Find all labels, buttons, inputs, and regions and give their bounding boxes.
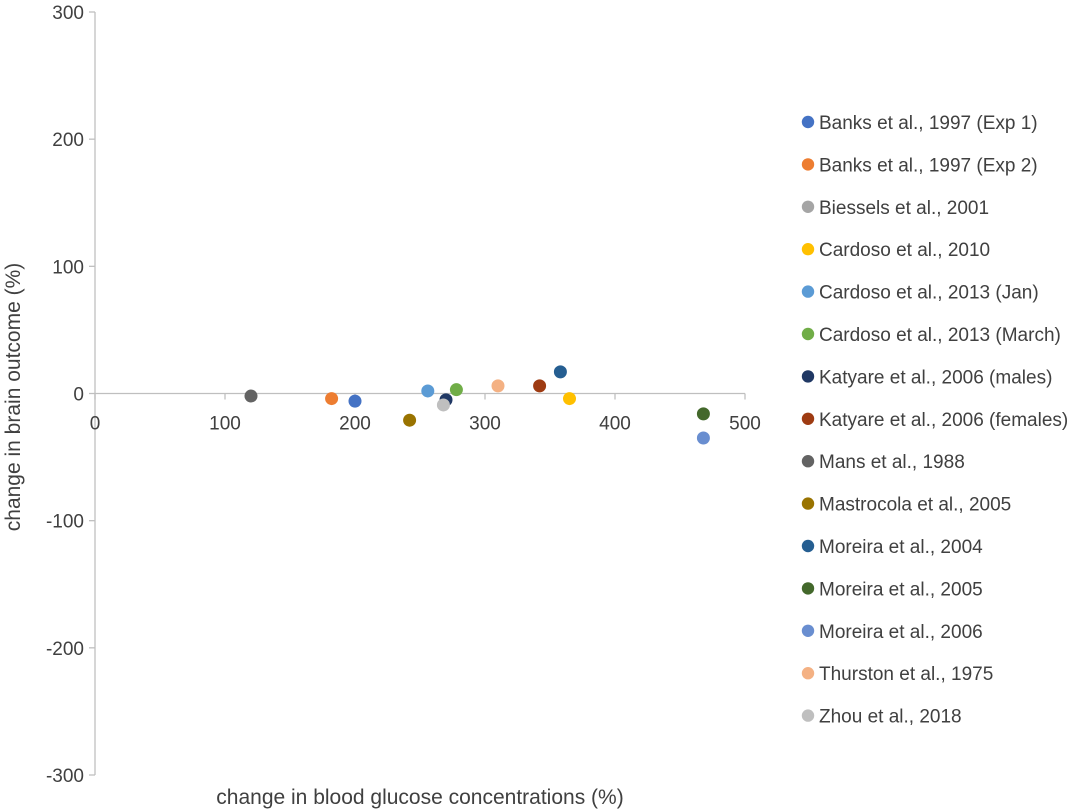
legend-marker: [801, 539, 815, 553]
legend-marker: [801, 327, 815, 341]
legend-item: Banks et al., 1997 (Exp 1): [801, 113, 1038, 134]
data-point: [325, 392, 339, 406]
legend-label: Zhou et al., 2018: [819, 707, 962, 728]
legend-label: Katyare et al., 2006 (males): [819, 367, 1052, 388]
data-point: [553, 365, 567, 379]
legend-marker: [801, 455, 815, 468]
legend-label: Mastrocola et al., 2005: [819, 495, 1011, 516]
x-axis-ticks: 0 100 200 300 400 500: [90, 393, 761, 435]
y-axis-ticks: -300 -200 -100 0 100 200 300: [46, 3, 95, 787]
legend-item: Moreira et al., 2004: [801, 537, 983, 558]
legend-label: Biessels et al., 2001: [819, 198, 989, 219]
data-point: [696, 407, 710, 421]
legend-label: Cardoso et al., 2013 (March): [819, 325, 1061, 346]
legend-label: Moreira et al., 2005: [819, 579, 983, 600]
legend-item: Biessels et al., 2001: [801, 198, 989, 219]
data-points: [244, 365, 710, 445]
legend-item: Banks et al., 1997 (Exp 2): [801, 155, 1038, 176]
x-tick-label: 0: [90, 414, 101, 435]
legend-label: Thurston et al., 1975: [819, 664, 993, 685]
legend-marker: [801, 370, 815, 383]
legend-marker: [801, 412, 815, 425]
data-point: [491, 379, 505, 393]
data-point: [244, 389, 258, 403]
legend-item: Katyare et al., 2006 (females): [801, 410, 1068, 431]
legend-label: Moreira et al., 2006: [819, 622, 983, 643]
legend-marker: [801, 243, 815, 256]
legend-item: Mans et al., 1988: [801, 452, 965, 473]
legend-label: Katyare et al., 2006 (females): [819, 410, 1068, 431]
y-tick-label: 100: [52, 257, 84, 278]
legend-marker: [801, 115, 815, 129]
x-tick-label: 200: [339, 414, 371, 435]
y-tick-label: 0: [73, 385, 84, 406]
legend-marker: [801, 624, 815, 637]
legend-label: Cardoso et al., 2013 (Jan): [819, 283, 1039, 304]
legend-item: Katyare et al., 2006 (males): [801, 367, 1052, 388]
legend-marker: [801, 667, 815, 680]
x-tick-label: 400: [599, 414, 631, 435]
legend-label: Banks et al., 1997 (Exp 2): [819, 155, 1038, 176]
y-axis-title: change in brain outcome (%): [2, 263, 25, 531]
y-tick-label: 200: [52, 130, 84, 151]
x-tick-label: 300: [469, 414, 501, 435]
legend-marker: [801, 200, 815, 213]
legend-marker: [801, 158, 815, 171]
legend-item: Cardoso et al., 2013 (Jan): [801, 283, 1039, 304]
x-tick-label: 500: [729, 414, 761, 435]
legend-marker: [801, 582, 815, 595]
data-point: [696, 431, 710, 445]
x-axis-title: change in blood glucose concentrations (…: [216, 786, 623, 809]
legend-marker: [801, 497, 815, 510]
legend-marker: [801, 709, 815, 722]
legend-item: Moreira et al., 2005: [801, 579, 983, 600]
data-point: [563, 392, 576, 406]
data-point: [533, 379, 547, 393]
data-point: [403, 413, 417, 427]
legend-item: Cardoso et al., 2010: [801, 240, 990, 261]
y-tick-label: 300: [52, 3, 84, 24]
legend-item: Cardoso et al., 2013 (March): [801, 325, 1061, 346]
legend-item: Thurston et al., 1975: [801, 664, 993, 685]
legend-label: Moreira et al., 2004: [819, 537, 983, 558]
x-tick-label: 100: [209, 414, 241, 435]
legend-label: Banks et al., 1997 (Exp 1): [819, 113, 1038, 134]
legend-marker: [801, 285, 815, 298]
data-point: [348, 394, 362, 408]
legend-label: Cardoso et al., 2010: [819, 240, 990, 261]
plot-area: -300 -200 -100 0 100 200 300 0 100 200 300 400 500: [46, 3, 761, 787]
y-tick-label: -100: [46, 512, 84, 533]
y-tick-label: -300: [46, 766, 84, 787]
legend: Banks et al., 1997 (Exp 1) Banks et al., …: [801, 113, 1068, 728]
legend-label: Mans et al., 1988: [819, 452, 965, 473]
legend-item: Mastrocola et al., 2005: [801, 495, 1011, 516]
data-point: [436, 398, 450, 412]
data-point: [421, 384, 435, 398]
legend-item: Moreira et al., 2006: [801, 622, 983, 643]
data-point: [449, 383, 463, 397]
y-tick-label: -200: [46, 639, 84, 660]
legend-item: Zhou et al., 2018: [801, 707, 962, 728]
